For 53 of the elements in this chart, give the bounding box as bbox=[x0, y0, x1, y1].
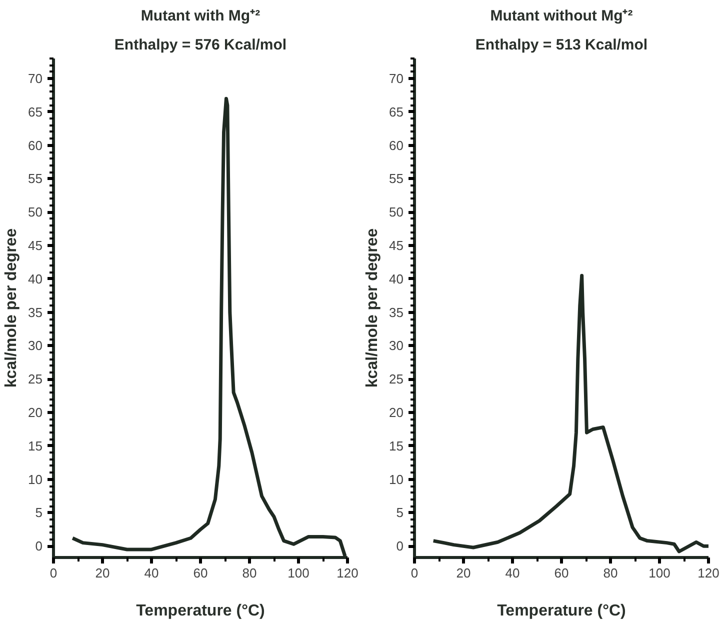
x-tick-label: 120 bbox=[336, 566, 358, 580]
y-tick-label: 20 bbox=[389, 405, 404, 420]
x-tick-label: 100 bbox=[288, 566, 310, 580]
x-axis-title: Temperature (°C) bbox=[136, 602, 265, 620]
y-tick-label: 60 bbox=[28, 138, 43, 153]
y-tick-label: 55 bbox=[389, 171, 404, 186]
x-tick-label: 60 bbox=[193, 566, 208, 580]
y-tick-label: 50 bbox=[389, 204, 404, 220]
y-tick-label: 30 bbox=[28, 338, 43, 354]
y-tick-label: 0 bbox=[35, 538, 43, 554]
y-tick-label: 70 bbox=[389, 71, 404, 86]
x-tick-label: 40 bbox=[144, 566, 159, 580]
y-tick-label: 40 bbox=[28, 271, 43, 286]
y-tick-label: 45 bbox=[389, 238, 404, 254]
y-tick-label: 0 bbox=[396, 538, 404, 554]
chart-title: Mutant with Mg⁺² bbox=[140, 8, 260, 24]
x-tick-label: 0 bbox=[50, 566, 58, 580]
y-tick-label: 60 bbox=[389, 138, 404, 153]
y-tick-label: 50 bbox=[28, 204, 43, 220]
x-tick-label: 100 bbox=[648, 566, 670, 580]
x-tick-label: 80 bbox=[603, 566, 618, 580]
y-tick-label: 35 bbox=[28, 304, 43, 320]
y-tick-label: 30 bbox=[389, 338, 404, 354]
y-tick-label: 15 bbox=[389, 438, 404, 454]
y-tick-label: 10 bbox=[389, 472, 404, 487]
y-tick-label: 45 bbox=[28, 238, 43, 254]
y-tick-label: 25 bbox=[389, 372, 404, 387]
line-series bbox=[432, 274, 708, 554]
x-tick-label: 60 bbox=[554, 566, 569, 580]
chart-title: Mutant without Mg⁺² bbox=[490, 8, 633, 24]
y-tick-label: 5 bbox=[35, 505, 43, 520]
y-tick-label: 20 bbox=[28, 405, 43, 420]
chart-subtitle: Enthalpy = 576 Kcal/mol bbox=[114, 36, 287, 54]
y-tick-label: 35 bbox=[389, 304, 404, 320]
chart-subtitle: Enthalpy = 513 Kcal/mol bbox=[475, 36, 648, 54]
x-tick-label: 20 bbox=[95, 566, 110, 580]
y-tick-label: 15 bbox=[28, 438, 43, 454]
x-tick-label: 40 bbox=[505, 566, 520, 580]
x-tick-label: 0 bbox=[410, 566, 418, 580]
y-tick-label: 55 bbox=[28, 171, 43, 186]
y-tick-label: 25 bbox=[28, 372, 43, 387]
y-tick-label: 65 bbox=[28, 104, 43, 120]
y-tick-label: 5 bbox=[396, 505, 404, 520]
x-axis-title: Temperature (°C) bbox=[497, 602, 626, 620]
y-tick-label: 70 bbox=[28, 71, 43, 86]
y-axis-title: kcal/mole per degree bbox=[364, 228, 382, 388]
y-tick-label: 40 bbox=[389, 271, 404, 286]
x-tick-label: 120 bbox=[698, 566, 720, 580]
y-tick-label: 65 bbox=[389, 104, 404, 120]
y-tick-label: 10 bbox=[28, 472, 43, 487]
x-tick-label: 80 bbox=[242, 566, 257, 580]
x-tick-label: 20 bbox=[456, 566, 471, 580]
y-axis-title: kcal/mole per degree bbox=[3, 228, 20, 388]
